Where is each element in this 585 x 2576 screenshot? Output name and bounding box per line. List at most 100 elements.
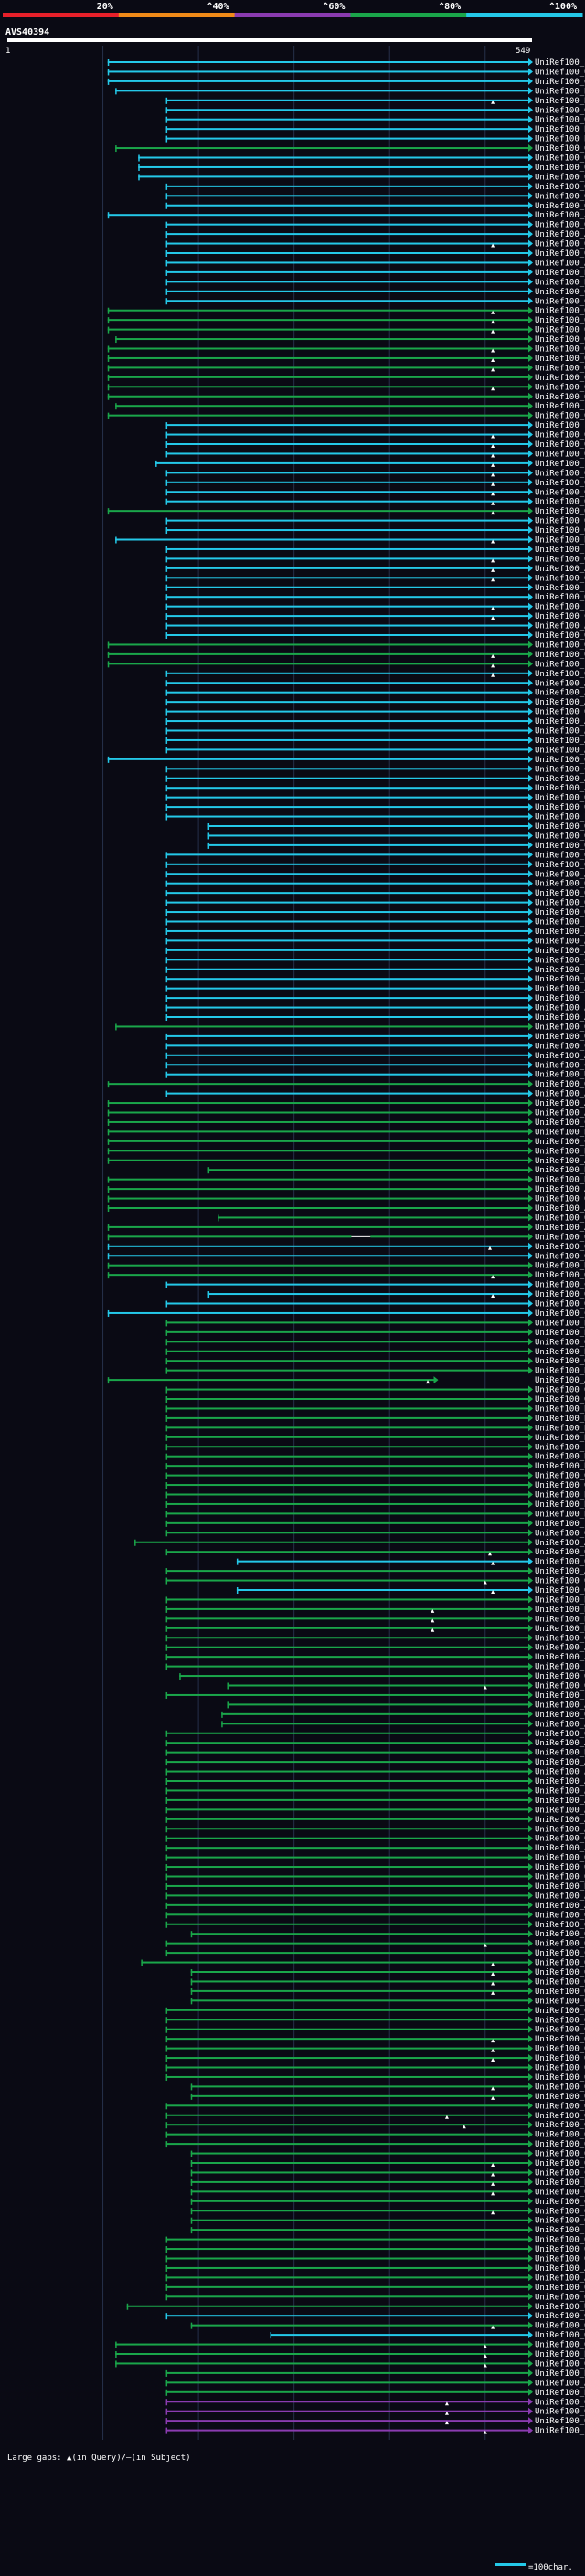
hit-row[interactable]: UniRef100_P29497 — [165, 2426, 585, 2436]
hit-label[interactable]: UniRef100_A5H1Y3 — [535, 1720, 585, 1729]
hit-label[interactable]: UniRef100_Q8S4L2 — [535, 307, 585, 316]
hit-label[interactable]: UniRef100_Q948P7 — [535, 2121, 585, 2130]
hit-row[interactable]: UniRef100_P13046 — [165, 812, 585, 822]
hit-label[interactable]: UniRef100_Q0QPU1 — [535, 1233, 585, 1242]
hit-row[interactable]: UniRef100_Q4MSV2 — [115, 1023, 585, 1032]
hit-row[interactable]: UniRef100_B9P9V1 — [165, 134, 585, 144]
hit-label[interactable]: UniRef100_A4FR81 — [535, 2274, 585, 2283]
hit-row[interactable]: UniRef100_Q6QC53 — [165, 2245, 585, 2254]
hit-label[interactable]: UniRef100_Q5FZ93 — [535, 2007, 585, 2016]
hit-label[interactable]: UniRef100_Q84X69 — [535, 1959, 585, 1968]
hit-label[interactable]: UniRef100_Q8LL87 — [535, 517, 585, 526]
hit-label[interactable]: UniRef100_A2TEG7 — [535, 1816, 585, 1825]
hit-row[interactable]: UniRef100_Q9STL1 — [107, 411, 585, 421]
hit-row[interactable]: UniRef100_A4R217 — [227, 1701, 585, 1710]
hit-label[interactable]: UniRef100_Q5ANI5 — [535, 440, 585, 450]
hit-label[interactable]: UniRef100_Q2I0U6 — [535, 1472, 585, 1481]
hit-row[interactable]: UniRef100_P13867 — [165, 1519, 585, 1529]
hit-row[interactable]: UniRef100_A2TEM9 — [165, 1758, 585, 1767]
hit-row[interactable]: UniRef100_Q2VAD0 — [115, 144, 585, 154]
hit-row[interactable]: UniRef100_C7F809 — [165, 1061, 585, 1070]
hit-label[interactable]: UniRef100_Q5XUH2 — [535, 498, 585, 507]
hit-row[interactable]: UniRef100_A5BPC6 — [165, 774, 585, 784]
hit-label[interactable]: UniRef100_Q0ZUS6 — [535, 1271, 585, 1280]
hit-label[interactable]: UniRef100_A2TEH3 — [535, 1892, 585, 1901]
hit-label[interactable]: UniRef100_A7GKG2 — [535, 230, 585, 239]
hit-row[interactable]: UniRef100_Q5UH1 — [107, 650, 585, 660]
hit-label[interactable]: UniRef100_Q84MH8 — [535, 2054, 585, 2063]
hit-row[interactable]: UniRef100_Q5PJ33 — [165, 488, 585, 497]
hit-row[interactable]: UniRef100_A4FR81 — [165, 2274, 585, 2283]
hit-row[interactable]: UniRef100_Q2LVL2 — [165, 287, 585, 297]
hit-label[interactable]: UniRef100_A2TE11 — [535, 1902, 585, 1911]
hit-row[interactable]: UniRef100_Q8LPU1 — [165, 469, 585, 478]
hit-label[interactable]: UniRef100_A5BL42 — [535, 1224, 585, 1233]
hit-label[interactable]: UniRef100_B9H1W7 — [535, 2178, 585, 2188]
hit-row[interactable]: UniRef100_Q8LEU3 — [165, 1481, 585, 1490]
hit-label[interactable]: UniRef100_Q9ZR59 — [535, 1730, 585, 1739]
hit-label[interactable]: UniRef100_Q8S4L1 — [535, 431, 585, 440]
hit-row[interactable]: UniRef100_Q6PN25 — [165, 2130, 585, 2140]
hit-label[interactable]: UniRef100_A1IGE2 — [535, 1157, 585, 1166]
hit-row[interactable]: UniRef100_A7QKQ5 — [165, 717, 585, 726]
hit-row[interactable]: UniRef100_Q2PZM5 — [207, 822, 585, 832]
hit-row[interactable]: UniRef100_C5XCE2 — [107, 1309, 585, 1319]
hit-row[interactable]: UniRef100_Q6TQR9 — [165, 2016, 585, 2025]
hit-row[interactable]: UniRef100_P25696 — [165, 583, 585, 593]
hit-row[interactable]: UniRef100_B9HCW8 — [115, 2350, 585, 2359]
hit-label[interactable]: UniRef100_B9HCW8 — [535, 2350, 585, 2359]
hit-row[interactable]: UniRef100_A9W7L6 — [107, 1204, 585, 1214]
hit-label[interactable]: UniRef100_C7F812 — [535, 956, 585, 965]
hit-row[interactable]: UniRef100_Q84JS9 — [190, 1968, 585, 1977]
hit-label[interactable]: UniRef100_Q2PZM1 — [535, 803, 585, 812]
hit-label[interactable]: UniRef100_Q6TQR9 — [535, 2016, 585, 2025]
hit-label[interactable]: UniRef100_Q84MH7 — [535, 1997, 585, 2006]
hit-label[interactable]: UniRef100_UPI000... — [535, 1071, 585, 1080]
hit-row[interactable]: UniRef100_A2TEG9 — [165, 1806, 585, 1815]
hit-row[interactable]: UniRef100_Q8L5M9 — [165, 631, 585, 641]
hit-row[interactable]: UniRef100_Q04363 — [218, 1214, 585, 1223]
hit-row[interactable]: UniRef100_Q22462 — [165, 2072, 585, 2083]
hit-label[interactable]: UniRef100_A7QKQ5 — [535, 717, 585, 726]
hit-row[interactable]: UniRef100_A2TEH5 — [165, 1777, 585, 1786]
hit-row[interactable]: UniRef100_A1IIJ1 — [165, 1653, 585, 1662]
hit-label[interactable]: UniRef100_Q70AK7 — [535, 889, 585, 898]
hit-label[interactable]: UniRef100_Q9ZS14 — [535, 593, 585, 602]
hit-label[interactable]: UniRef100_P29497 — [535, 2427, 585, 2436]
hit-label[interactable]: UniRef100_Q6PN25 — [535, 2131, 585, 2140]
hit-label[interactable]: UniRef100_Q5XU69 — [535, 249, 585, 259]
hit-row[interactable]: UniRef100_Q5XUH3 — [165, 526, 585, 535]
hit-label[interactable]: UniRef100_A3Q885 — [535, 1052, 585, 1061]
hit-label[interactable]: UniRef100_Q2PUK2 — [535, 908, 585, 917]
hit-label[interactable]: UniRef100_A1IIJ1 — [535, 1653, 585, 1662]
hit-label[interactable]: UniRef100_Q75W82 — [535, 555, 585, 564]
hit-label[interactable]: UniRef100_A9W7L5 — [535, 937, 585, 946]
hit-row[interactable]: UniRef100_P56701 — [115, 402, 585, 411]
hit-row[interactable]: UniRef100_B8QZ20 — [165, 1615, 585, 1624]
hit-row[interactable]: UniRef100_Q0QPU1 — [107, 1233, 585, 1242]
hit-label[interactable]: UniRef100_Q9SPE0 — [535, 393, 585, 402]
hit-label[interactable]: UniRef100_Q84MH5 — [535, 2035, 585, 2044]
hit-row[interactable]: UniRef100_B8QVA6 — [165, 1510, 585, 1519]
hit-label[interactable]: UniRef100_A5BPC6 — [535, 775, 585, 784]
hit-row[interactable]: UniRef100_Q1PEE8 — [165, 2407, 585, 2417]
hit-row[interactable]: UniRef100_B9GKL0 — [165, 96, 585, 106]
hit-label[interactable]: UniRef100_A2TEM9 — [535, 1758, 585, 1767]
hit-label[interactable]: UniRef100_Q84ML0 — [535, 2322, 585, 2331]
hit-label[interactable]: UniRef100_Q6188 — [535, 641, 585, 650]
hit-row[interactable]: UniRef100_B8QQV8 — [165, 1319, 585, 1328]
hit-label[interactable]: UniRef100_Q5U869 — [535, 574, 585, 583]
hit-label[interactable]: UniRef100_P25696 — [535, 584, 585, 593]
hit-row[interactable]: UniRef100_B8QXY1 — [165, 1624, 585, 1634]
hit-label[interactable]: UniRef100_Q2PZM5 — [535, 822, 585, 832]
hit-row[interactable]: UniRef100_C7F815 — [107, 1118, 585, 1128]
hit-label[interactable]: UniRef100_A2TEH4 — [535, 1797, 585, 1806]
hit-row[interactable]: UniRef100_B8QQX0 — [165, 1328, 585, 1338]
hit-label[interactable]: UniRef100_Q5UH1 — [535, 651, 585, 660]
hit-label[interactable]: UniRef100_A2TEG5 — [535, 1825, 585, 1834]
hit-row[interactable]: UniRef100_Q2VAC9 — [107, 1194, 585, 1204]
hit-label[interactable]: UniRef100_Q84MH0 — [535, 2083, 585, 2092]
hit-row[interactable]: UniRef100_Q84X66 — [179, 1672, 585, 1681]
hit-row[interactable]: UniRef100_Q9ARG0 — [107, 345, 585, 355]
hit-row[interactable]: UniRef100_A9XV34 — [107, 211, 585, 220]
